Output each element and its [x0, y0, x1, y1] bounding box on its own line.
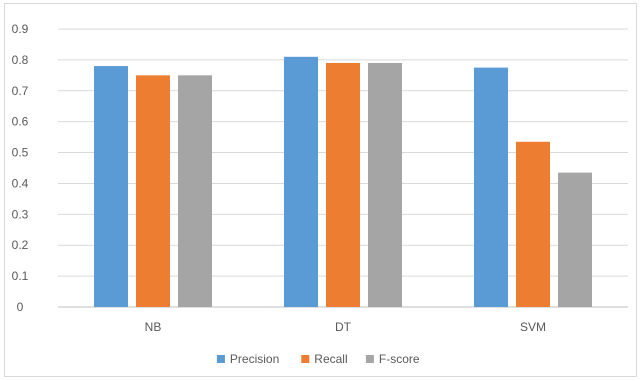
y-tick-label: 0.4 [12, 176, 29, 190]
bar-precision-nb [94, 66, 128, 307]
bar-recall-dt [326, 62, 360, 307]
x-tick-label: DT [335, 320, 352, 334]
legend-swatch [216, 355, 225, 363]
bar-f-score-dt [368, 62, 402, 307]
y-tick-label: 0.8 [12, 53, 29, 67]
y-tick-label: 0.7 [12, 84, 29, 98]
bar-precision-svm [474, 67, 508, 307]
legend-swatch [301, 355, 310, 363]
y-tick-label: 0.2 [12, 238, 29, 252]
bar-f-score-nb [178, 75, 212, 307]
legend-label: Recall [314, 352, 347, 366]
bar-f-score-svm [558, 172, 592, 307]
y-tick-label: 0.9 [12, 22, 29, 36]
legend-label: F-score [379, 352, 420, 366]
y-tick-label: 0.5 [12, 146, 29, 160]
y-tick-label: 0.1 [12, 269, 29, 283]
y-tick-label: 0.3 [12, 207, 29, 221]
legend-label: Precision [230, 352, 279, 366]
bar-precision-dt [284, 56, 318, 307]
bar-recall-nb [136, 75, 170, 307]
y-tick-label: 0.6 [12, 115, 29, 129]
bar-recall-svm [516, 141, 550, 307]
y-tick-label: 0 [17, 300, 24, 314]
x-tick-label: NB [145, 320, 162, 334]
x-tick-label: SVM [520, 320, 546, 334]
legend-swatch [365, 355, 374, 363]
